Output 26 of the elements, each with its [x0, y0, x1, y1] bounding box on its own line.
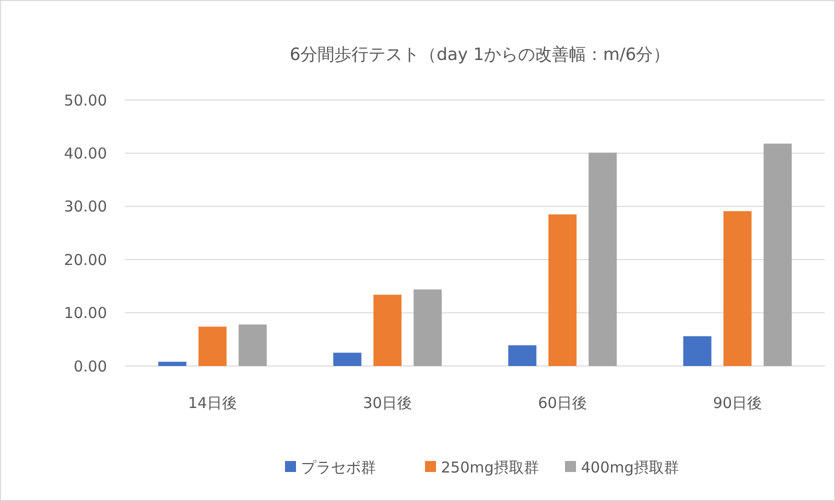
legend-label: 400mg摂取群 — [581, 458, 679, 476]
bar — [723, 211, 752, 366]
legend-label: 250mg摂取群 — [441, 458, 539, 476]
x-tick-label: 90日後 — [712, 394, 762, 412]
bar — [414, 289, 442, 366]
chart-title: 6分間歩行テスト（day 1からの改善幅：m/6分） — [290, 45, 670, 65]
bar — [764, 144, 792, 366]
bar — [548, 214, 577, 366]
bar — [198, 326, 227, 366]
y-tick-label: 20.00 — [64, 250, 107, 269]
x-tick-label: 30日後 — [362, 394, 412, 412]
y-tick-label: 0.00 — [74, 357, 107, 376]
y-tick-label: 40.00 — [64, 144, 107, 162]
bar — [333, 352, 362, 366]
bar — [508, 345, 536, 366]
y-tick-label: 30.00 — [64, 198, 107, 216]
y-tick-label: 10.00 — [64, 304, 107, 322]
legend-label: プラセボ群 — [301, 458, 376, 476]
x-tick-label: 14日後 — [188, 394, 238, 412]
bar — [588, 152, 617, 366]
x-tick-label: 60日後 — [538, 394, 588, 412]
bar — [683, 336, 712, 366]
y-tick-label: 50.00 — [64, 91, 107, 110]
bar — [158, 362, 186, 366]
bar — [373, 294, 402, 366]
bar — [238, 324, 267, 366]
